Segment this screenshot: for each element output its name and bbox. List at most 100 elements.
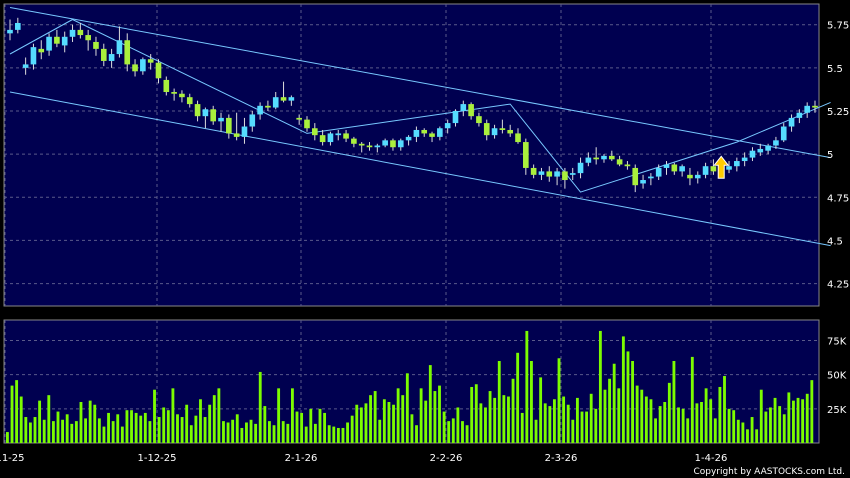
volume-bar	[318, 408, 322, 443]
volume-bar	[474, 384, 478, 443]
volume-bar	[548, 406, 552, 443]
volume-bar	[74, 421, 78, 443]
candle-body	[186, 97, 193, 105]
volume-bar	[741, 422, 745, 443]
candle-body	[577, 162, 584, 174]
copyright-text: Copyright by AASTOCKS.com Ltd.	[693, 467, 845, 477]
candle-body	[421, 129, 428, 134]
vertical-grid	[4, 4, 712, 443]
volume-bar	[19, 396, 23, 443]
volume-bar	[42, 419, 46, 443]
volume-tick-label: 25K	[827, 405, 847, 416]
candle-body	[773, 140, 779, 146]
volume-bar	[139, 415, 143, 443]
volume-bar	[575, 397, 579, 443]
date-axis: 3-11-25 1-12-25 2-1-26 2-2-26 2-3-26 1-4-26	[0, 453, 727, 464]
candle-body	[397, 140, 404, 148]
candle-body	[687, 174, 693, 179]
volume-bar	[199, 399, 202, 443]
volume-bar	[51, 421, 55, 443]
volume-bar	[442, 411, 446, 443]
volume-bar	[203, 417, 207, 443]
volume-bar	[153, 389, 156, 443]
candle-body	[452, 110, 459, 124]
price-tick-label: 5.25	[827, 107, 849, 118]
candle-body	[265, 105, 271, 108]
volume-bar	[378, 419, 382, 443]
up-arrow-icon	[713, 155, 730, 179]
candle-body	[741, 157, 748, 162]
candle-body	[562, 171, 568, 181]
volume-bar	[773, 397, 777, 443]
volume-bar	[805, 393, 809, 443]
candle-body	[280, 97, 287, 101]
volume-bar	[461, 421, 464, 443]
candle-body	[179, 93, 185, 98]
volume-bar	[732, 410, 736, 443]
volume-bar	[511, 378, 515, 443]
candle-body	[210, 109, 217, 122]
date-tick-label: 2-1-26	[285, 453, 318, 464]
volume-bar	[470, 386, 474, 443]
volume-bar	[245, 422, 248, 443]
candle-body	[335, 133, 342, 136]
volume-bar	[736, 419, 740, 443]
volume-bar	[33, 417, 37, 443]
volume-bar	[612, 363, 616, 443]
volume-bar	[258, 371, 262, 443]
volume-bar	[631, 361, 634, 443]
volume-bar	[208, 404, 212, 443]
volume-bar	[520, 412, 524, 443]
volume-bar	[120, 426, 124, 443]
volume-bar	[543, 403, 547, 443]
date-tick-label: 2-3-26	[545, 453, 578, 464]
volume-bar	[497, 361, 501, 443]
volume-bar	[38, 400, 42, 443]
volume-bar	[70, 423, 74, 443]
volume-bar	[433, 391, 437, 443]
volume-bar	[189, 425, 193, 443]
candle-body	[319, 135, 326, 143]
candle-body	[93, 41, 99, 49]
volume-bar	[222, 421, 225, 443]
volume-bar	[534, 419, 538, 443]
volume-bar	[484, 407, 487, 443]
volume-bar	[336, 427, 340, 443]
volume-bar	[585, 411, 589, 443]
volume-bar	[47, 395, 51, 443]
candle-body	[757, 148, 764, 153]
volume-bar	[424, 400, 428, 443]
volume-bar	[419, 388, 423, 443]
date-tick-label: 3-11-25	[0, 453, 25, 464]
volume-bar	[6, 432, 9, 443]
volume-bar	[102, 426, 106, 443]
volume-bar	[769, 407, 772, 443]
candle-body	[483, 123, 490, 136]
candle-body	[804, 105, 810, 113]
volume-bar	[313, 423, 317, 443]
candle-body	[671, 164, 678, 172]
candle-body	[108, 54, 115, 61]
volume-bar	[290, 388, 294, 443]
volume-bar	[277, 388, 281, 443]
candle-body	[569, 173, 576, 175]
volume-bar	[447, 421, 451, 443]
volume-bar	[304, 426, 308, 443]
candle-body	[491, 128, 498, 136]
volume-bars	[6, 330, 814, 443]
candle-body	[437, 128, 443, 137]
candle-body	[22, 64, 29, 68]
candle-body	[523, 142, 529, 168]
volume-bar	[364, 403, 368, 443]
volume-bar	[617, 388, 621, 443]
volume-bar	[654, 418, 657, 443]
volume-bar	[369, 395, 372, 443]
candle-body	[358, 143, 365, 146]
volume-bar	[713, 418, 717, 443]
volume-bar	[130, 410, 133, 443]
candle-body	[632, 167, 639, 186]
price-tick-label: 5	[827, 150, 833, 161]
volume-bar	[479, 403, 483, 443]
volume-bar	[97, 418, 101, 443]
candle-body	[507, 129, 514, 134]
